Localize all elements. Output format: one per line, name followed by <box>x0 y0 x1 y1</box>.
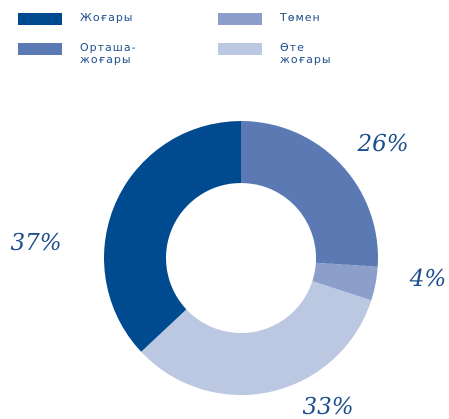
legend-swatch <box>18 43 62 55</box>
donut-segment <box>103 120 241 352</box>
legend-label: Өте жоғары <box>280 41 332 66</box>
data-label: 26% <box>356 131 408 157</box>
data-label: 4% <box>409 266 447 292</box>
data-label: 33% <box>302 394 353 419</box>
donut-segment <box>241 121 378 267</box>
data-label: 37% <box>10 230 61 256</box>
donut-segment <box>141 281 372 395</box>
donut-segment <box>312 262 378 301</box>
legend-label: Орташа-жоғары <box>80 41 137 66</box>
legend-item: Өте жоғары <box>218 42 350 66</box>
legend-swatch <box>218 43 262 55</box>
legend-item: Жоғары <box>18 12 150 25</box>
legend-label: Жоғары <box>80 11 134 24</box>
legend-swatch <box>218 13 262 25</box>
legend-label: Төмен <box>280 11 321 24</box>
legend-swatch <box>18 13 62 25</box>
legend-item: Төмен <box>218 12 350 25</box>
legend-item: Орташа-жоғары <box>18 42 150 66</box>
